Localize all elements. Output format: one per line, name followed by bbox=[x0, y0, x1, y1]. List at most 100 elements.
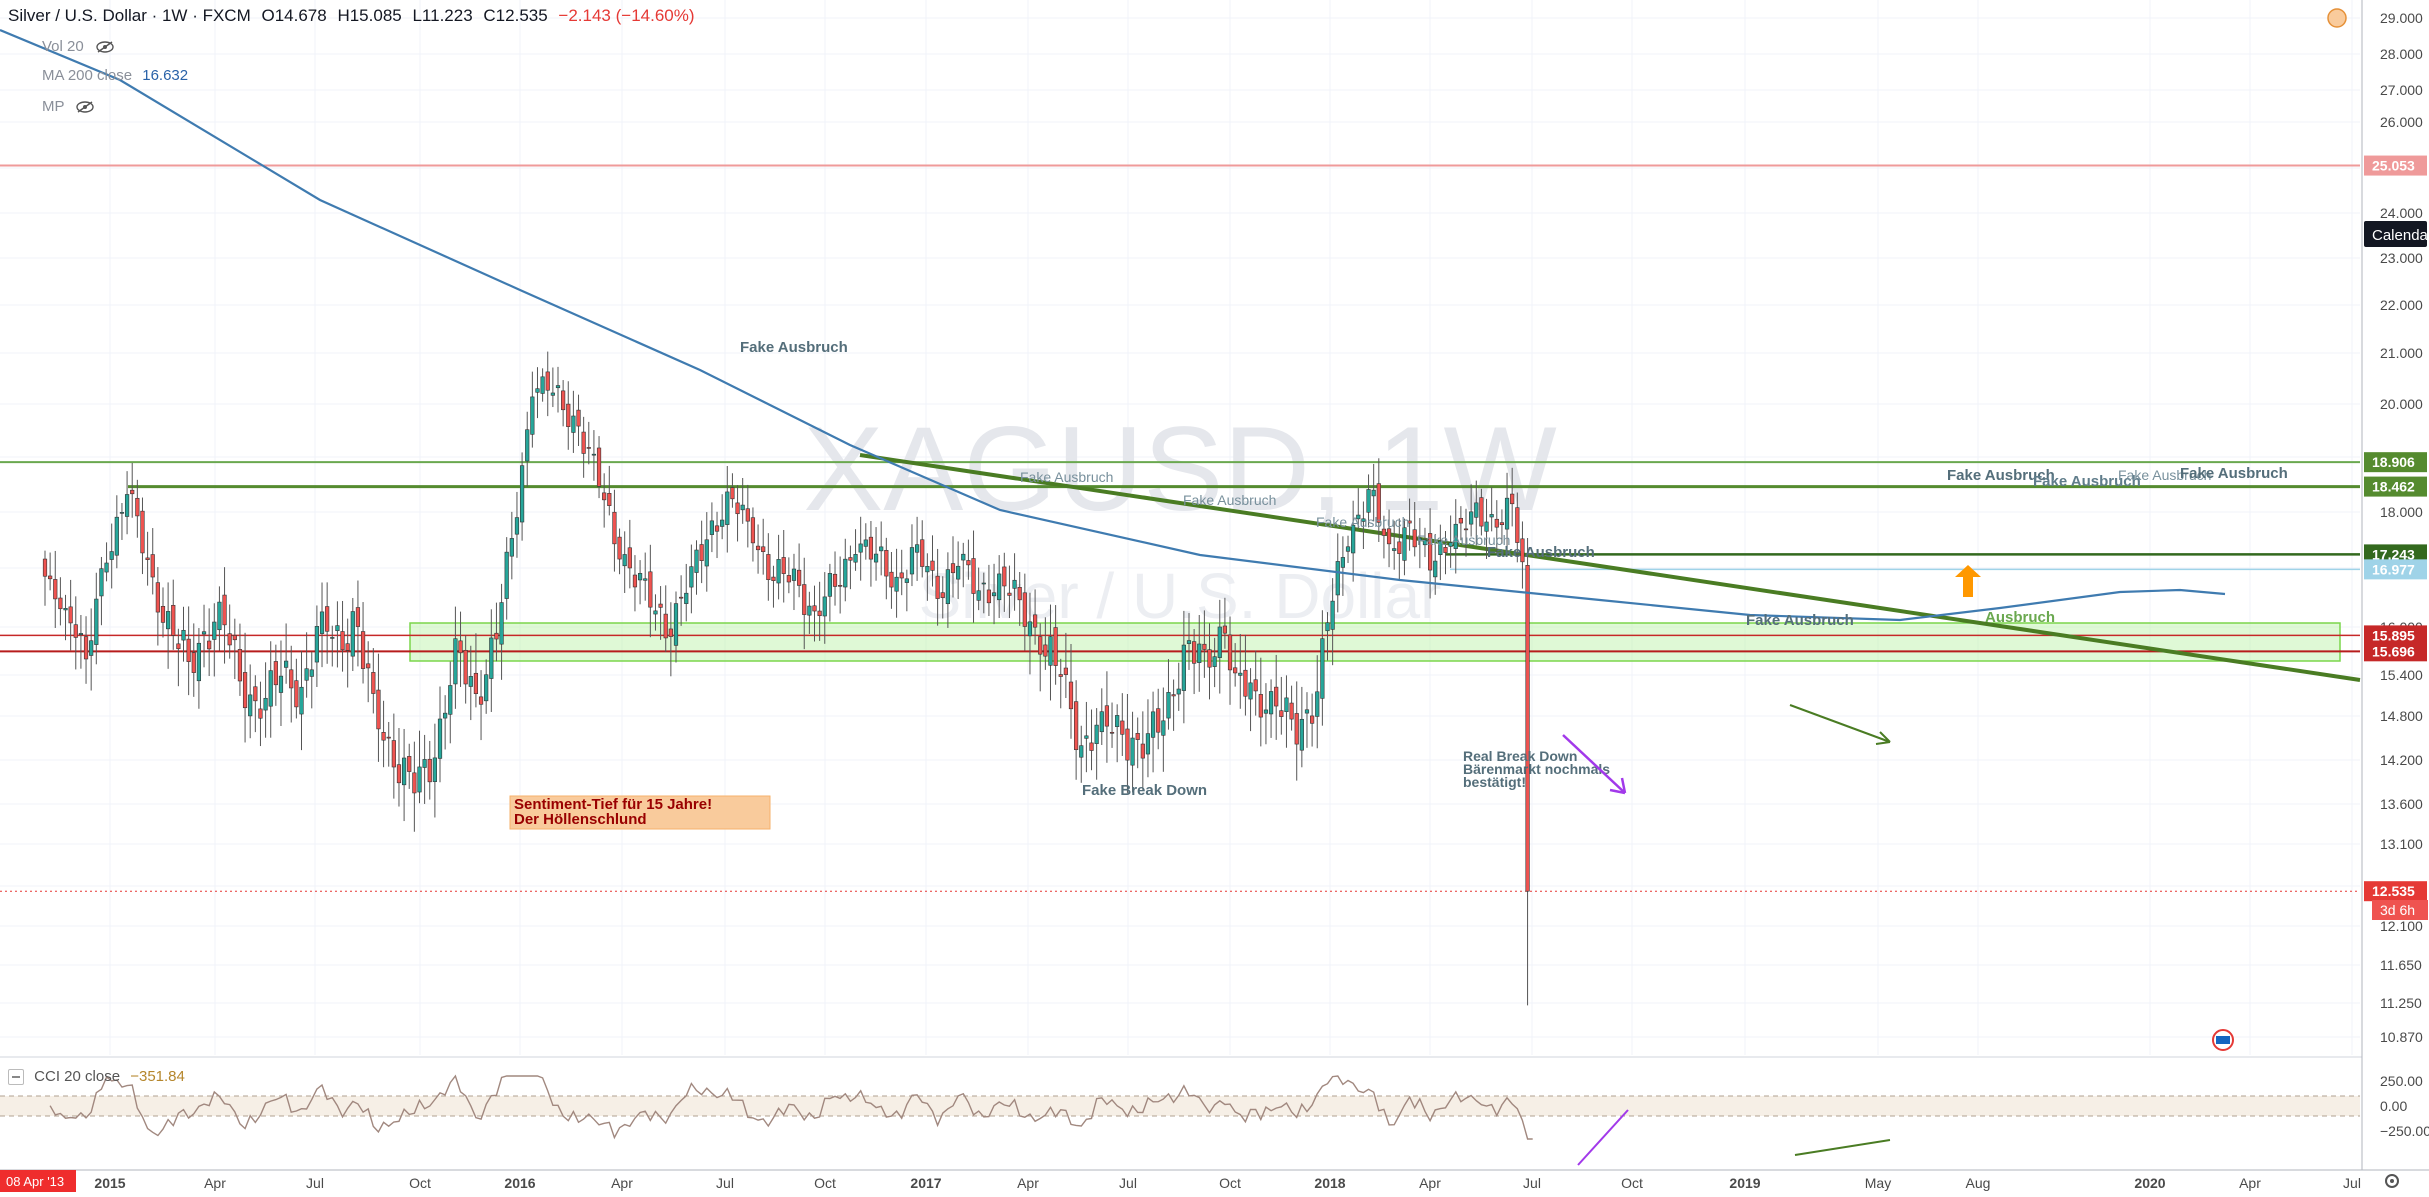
time-tick-label: 2017 bbox=[910, 1175, 941, 1191]
candle-body bbox=[950, 563, 956, 574]
candle-body bbox=[956, 565, 961, 580]
candle-body bbox=[176, 643, 181, 650]
candle-body bbox=[709, 520, 714, 535]
candle-body bbox=[740, 504, 745, 511]
candle-body bbox=[1263, 709, 1269, 714]
candle-body bbox=[1202, 643, 1207, 650]
candle-body bbox=[1428, 533, 1433, 571]
candle-body bbox=[109, 551, 114, 560]
gear-icon[interactable] bbox=[2385, 1174, 2399, 1188]
candle-body bbox=[289, 669, 294, 689]
eye-hidden-icon[interactable] bbox=[96, 41, 114, 53]
time-tick-label: Jul bbox=[1523, 1175, 1541, 1191]
mp-label: MP bbox=[42, 98, 65, 115]
candle-body bbox=[1079, 745, 1084, 758]
candle-body bbox=[1043, 644, 1048, 657]
candle-body bbox=[1494, 518, 1499, 528]
annotation-label: Bärenmarkt nochmals bbox=[1463, 761, 1610, 777]
price-tick-label: 20.000 bbox=[2380, 396, 2423, 412]
candle-body bbox=[504, 551, 509, 599]
candle-body bbox=[981, 582, 986, 585]
annotation-label: Fake Ausbruch bbox=[2180, 465, 2288, 482]
candle-body bbox=[314, 626, 319, 663]
candle-body bbox=[1392, 548, 1397, 551]
annotation-label: Fake Ausbruch bbox=[1183, 492, 1276, 508]
candle-body bbox=[1233, 667, 1238, 674]
candle-body bbox=[94, 598, 99, 645]
candle-body bbox=[1433, 560, 1438, 578]
cci-indicator-row[interactable]: CCI 20 close −351.84 bbox=[8, 1068, 185, 1086]
candle-body bbox=[1479, 497, 1484, 527]
timer-badge bbox=[2372, 900, 2428, 920]
annotation-label: Fake Ausbruch bbox=[740, 339, 848, 356]
time-tick-label: Aug bbox=[1966, 1175, 1991, 1191]
candle-body bbox=[124, 494, 130, 517]
ma-indicator-row[interactable]: MA 200 close 16.632 bbox=[42, 67, 188, 84]
candle-body bbox=[407, 756, 412, 772]
candle-body bbox=[1115, 715, 1120, 727]
price-label-text: 18.906 bbox=[2372, 454, 2415, 470]
candle-body bbox=[1320, 638, 1325, 699]
candle-body bbox=[1422, 539, 1428, 546]
watermark-name: Silver / U.S. Dollar bbox=[919, 560, 1442, 632]
price-tick-label: 21.000 bbox=[2380, 345, 2423, 361]
candle-body bbox=[155, 582, 160, 613]
candle-body bbox=[1053, 627, 1058, 666]
candle-body bbox=[1238, 672, 1243, 676]
candle-body bbox=[581, 431, 586, 454]
ohlc-open: O14.678 bbox=[261, 6, 327, 25]
candle-body bbox=[284, 660, 289, 668]
candle-body bbox=[1330, 600, 1335, 630]
annotation-label: bestätigt! bbox=[1463, 774, 1526, 790]
candle-body bbox=[607, 493, 612, 506]
candle-body bbox=[1484, 521, 1489, 532]
candle-body bbox=[704, 539, 709, 567]
candle-body bbox=[1351, 524, 1356, 554]
candle-body bbox=[68, 606, 73, 624]
candle-body bbox=[181, 629, 186, 641]
collapse-icon[interactable] bbox=[8, 1069, 24, 1086]
time-tick-label: 2019 bbox=[1729, 1175, 1760, 1191]
candle-body bbox=[489, 637, 494, 679]
candle-body bbox=[1294, 713, 1299, 745]
candle-body bbox=[1145, 733, 1151, 755]
candle-body bbox=[78, 633, 84, 635]
candle-body bbox=[145, 557, 150, 560]
candle-body bbox=[360, 631, 366, 669]
candle-body bbox=[1510, 493, 1515, 505]
candle-body bbox=[391, 740, 396, 768]
candle-body bbox=[1017, 587, 1022, 601]
candle-body bbox=[648, 571, 653, 608]
candle-body bbox=[1489, 514, 1494, 518]
eye-hidden-icon[interactable] bbox=[76, 101, 95, 113]
candle-body bbox=[771, 576, 776, 581]
mp-indicator-row[interactable]: MP bbox=[42, 98, 95, 115]
candle-body bbox=[366, 663, 371, 669]
price-label-text: 25.053 bbox=[2372, 158, 2415, 174]
candle-body bbox=[401, 757, 407, 786]
candle-body bbox=[571, 415, 576, 433]
candle-body bbox=[1386, 528, 1392, 545]
candle-body bbox=[104, 562, 109, 573]
candle-body bbox=[596, 447, 602, 487]
time-tick-label: 2016 bbox=[504, 1175, 535, 1191]
candle-body bbox=[899, 572, 904, 579]
price-tick-label: 11.650 bbox=[2380, 957, 2422, 973]
candle-body bbox=[1212, 656, 1217, 667]
candle-body bbox=[1417, 537, 1422, 541]
candle-body bbox=[1325, 622, 1330, 632]
candle-body bbox=[473, 672, 479, 695]
time-tick-label: Apr bbox=[611, 1175, 633, 1191]
candle-body bbox=[340, 631, 345, 651]
candle-body bbox=[1002, 566, 1007, 587]
price-label-text: 12.535 bbox=[2372, 883, 2415, 899]
candle-body bbox=[1027, 621, 1033, 637]
candle-body bbox=[396, 764, 402, 784]
candle-body bbox=[1094, 724, 1099, 744]
vol-indicator-row[interactable]: Vol 20 bbox=[42, 38, 114, 55]
price-tick-label: 28.000 bbox=[2380, 46, 2423, 62]
price-tick-label: 26.000 bbox=[2380, 114, 2423, 130]
candle-body bbox=[807, 605, 812, 616]
